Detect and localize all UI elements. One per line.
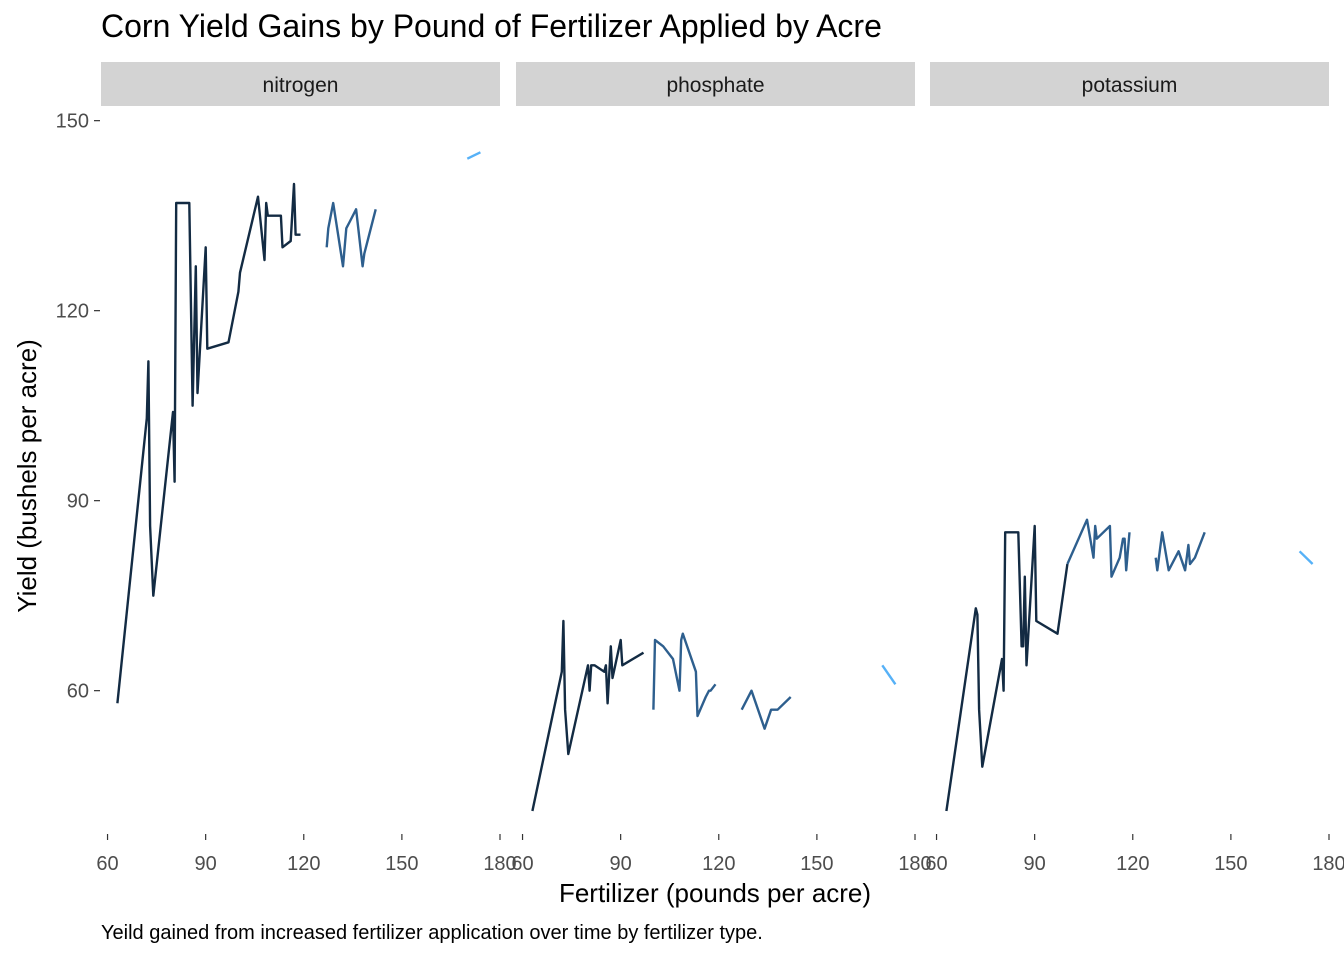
x-tick-label: 120	[1116, 853, 1149, 875]
y-axis: 60 90 120 150	[56, 111, 100, 703]
facet-panel-potassium: potassium 60 90 120 150 180	[925, 62, 1344, 875]
y-axis-title: Yield (bushels per acre)	[12, 339, 42, 613]
facet-strip	[930, 62, 1329, 106]
x-tick-label: 180	[483, 853, 516, 875]
series-line-phosphate-1	[531, 619, 645, 812]
x-tick-label: 150	[1214, 853, 1247, 875]
series-line-potassium-3	[1154, 531, 1206, 572]
series-line-nitrogen-2	[325, 201, 377, 268]
x-tick-label: 90	[195, 853, 217, 875]
series-line-potassium-4	[1298, 550, 1314, 565]
series-line-potassium-2	[1066, 518, 1131, 578]
chart-caption: Yeild gained from increased fertilizer a…	[101, 922, 763, 944]
series-line-phosphate-3	[740, 689, 792, 730]
x-tick-label: 60	[511, 853, 533, 875]
y-tick-label: 90	[67, 491, 89, 513]
facet-strip-label: phosphate	[666, 74, 764, 97]
x-tick-label: 60	[925, 853, 947, 875]
y-tick-label: 60	[67, 681, 89, 703]
x-tick-label: 180	[1312, 853, 1344, 875]
x-tick-label: 120	[702, 853, 735, 875]
series-line-phosphate-2	[652, 632, 717, 718]
facet-strip	[101, 62, 500, 106]
x-tick-label: 120	[287, 853, 320, 875]
facet-panel-phosphate: phosphate 60 90 120 150 180	[511, 62, 932, 875]
y-tick-label: 150	[56, 111, 89, 133]
facet-strip-label: potassium	[1082, 74, 1178, 97]
x-tick-label: 90	[1024, 853, 1046, 875]
x-tick-label: 180	[898, 853, 931, 875]
series-line-potassium-1	[945, 524, 1069, 812]
facet-panels: nitrogen 60 90 120 150 180 phosphate 60 90 120 150…	[96, 62, 1344, 875]
x-tick-label: 150	[800, 853, 833, 875]
x-axis-title: Fertilizer (pounds per acre)	[559, 878, 871, 908]
series-line-nitrogen-1	[116, 182, 301, 704]
series-line-phosphate-4	[881, 664, 897, 685]
series-line-nitrogen-3	[466, 151, 481, 160]
x-tick-label: 150	[385, 853, 418, 875]
y-tick-label: 120	[56, 301, 89, 323]
facet-panel-nitrogen: nitrogen 60 90 120 150 180	[96, 62, 517, 875]
x-tick-label: 60	[96, 853, 118, 875]
chart-title: Corn Yield Gains by Pound of Fertilizer …	[101, 8, 882, 44]
x-tick-label: 90	[610, 853, 632, 875]
facet-strip	[516, 62, 915, 106]
facet-strip-label: nitrogen	[263, 74, 339, 97]
